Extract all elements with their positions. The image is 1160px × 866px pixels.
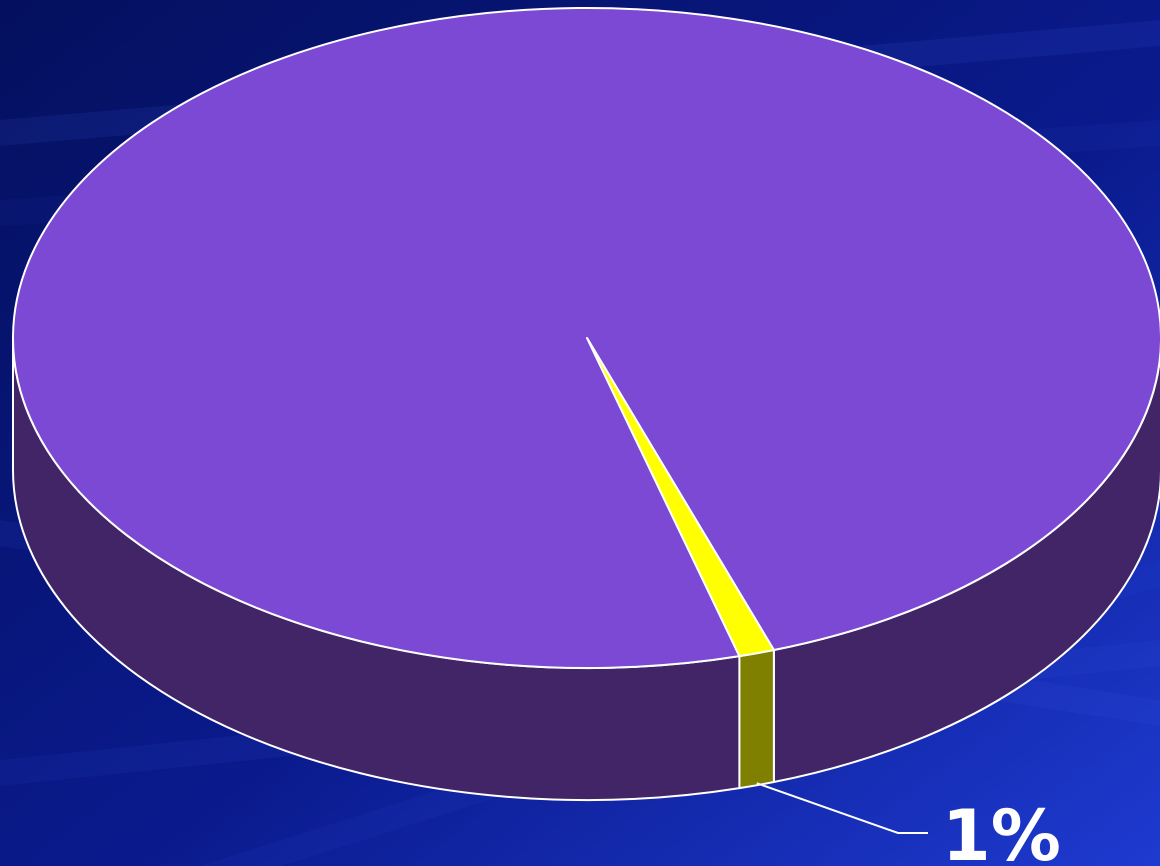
- pie-slice-minor: [586, 337, 775, 658]
- data-label-minor-slice: 1%: [942, 795, 1061, 866]
- data-labels: 1%: [756, 782, 1061, 866]
- pie-slices: [12, 7, 1160, 801]
- label-leader-line: [756, 782, 928, 834]
- pie-slice-minor-side: [738, 649, 775, 790]
